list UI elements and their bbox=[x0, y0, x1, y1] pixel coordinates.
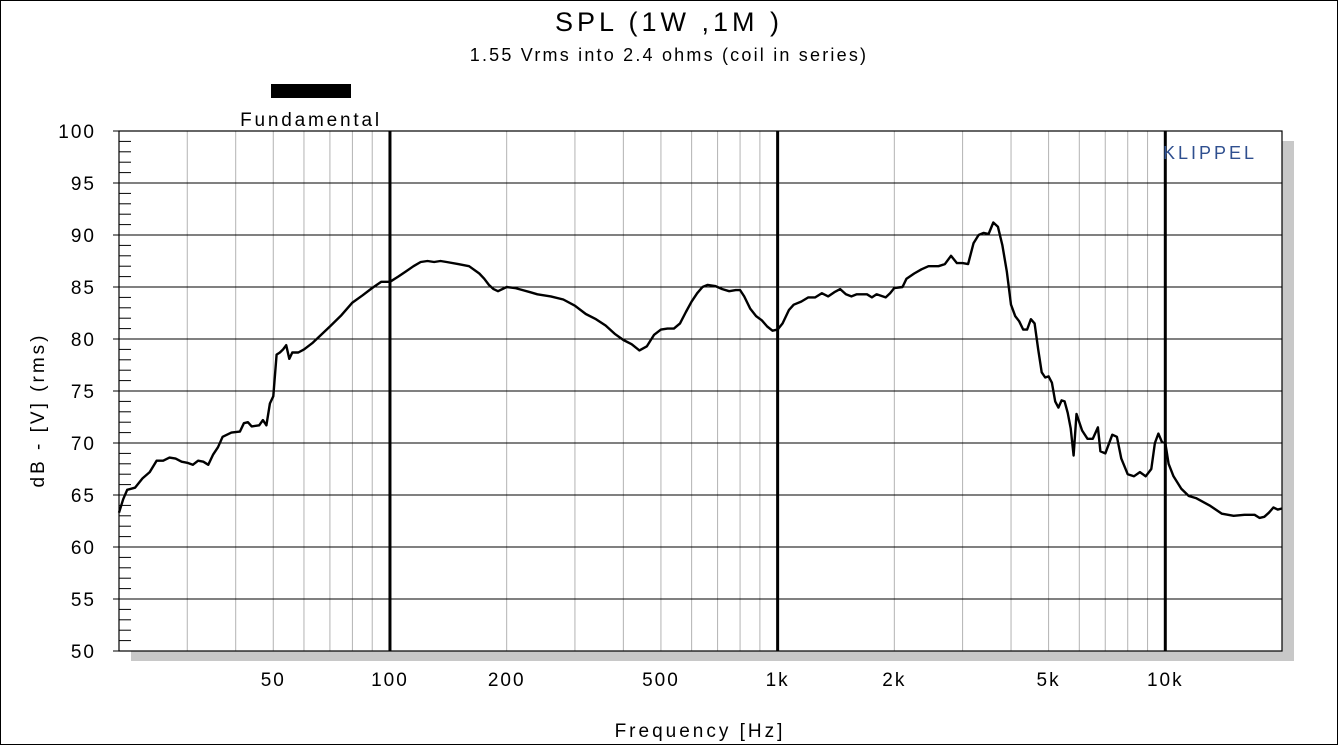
chart-title: SPL (1W ,1M ) bbox=[555, 7, 783, 37]
plot-shadow bbox=[119, 131, 1294, 661]
y-tick-label: 55 bbox=[71, 590, 96, 611]
x-tick-label: 100 bbox=[371, 670, 409, 691]
legend-label-fundamental: Fundamental bbox=[240, 110, 382, 131]
y-tick-label: 90 bbox=[71, 226, 96, 247]
x-tick-label: 50 bbox=[261, 670, 286, 691]
y-minor-ticks bbox=[113, 130, 131, 652]
x-tick-label: 1k bbox=[766, 670, 790, 691]
legend-swatch-fundamental bbox=[271, 84, 351, 98]
y-tick-label: 70 bbox=[71, 434, 96, 455]
chart-subtitle: 1.55 Vrms into 2.4 ohms (coil in series) bbox=[470, 45, 868, 65]
grid bbox=[118, 130, 1283, 652]
y-tick-label: 95 bbox=[71, 174, 96, 195]
series-layer bbox=[117, 221, 1283, 520]
y-tick-label: 80 bbox=[71, 330, 96, 351]
y-tick-labels: 100 95 90 85 80 75 70 65 60 55 50 bbox=[58, 122, 96, 663]
x-tick-labels: 50 100 200 500 1k 2k 5k 10k bbox=[261, 670, 1184, 691]
y-tick-label: 85 bbox=[71, 278, 96, 299]
x-tick-label: 200 bbox=[488, 670, 526, 691]
series-line-fundamental bbox=[117, 221, 1283, 520]
x-tick-label: 500 bbox=[642, 670, 680, 691]
x-tick-label: 10k bbox=[1147, 670, 1184, 691]
x-tick-label: 2k bbox=[882, 670, 906, 691]
y-tick-label: 50 bbox=[71, 642, 96, 663]
y-axis-label: dB - [V] (rms) bbox=[28, 333, 49, 488]
x-axis-label: Frequency [Hz] bbox=[615, 721, 786, 742]
x-tick-label: 5k bbox=[1037, 670, 1061, 691]
y-tick-label: 65 bbox=[71, 486, 96, 507]
klippel-brand: KLIPPEL bbox=[1163, 143, 1257, 163]
y-tick-label: 75 bbox=[71, 382, 96, 403]
y-tick-label: 60 bbox=[71, 538, 96, 559]
y-tick-label: 100 bbox=[58, 122, 96, 143]
